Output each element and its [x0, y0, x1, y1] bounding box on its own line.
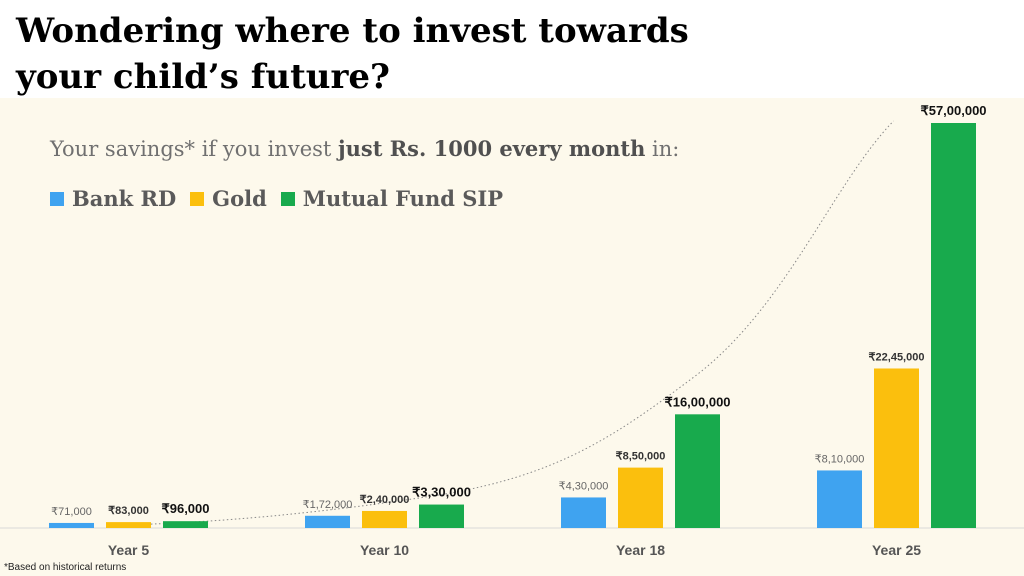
bar-bank-rd-3 [561, 497, 606, 528]
legend-label-bank-rd: Bank RD [72, 186, 177, 211]
data-label-bank-rd-3: ₹4,30,000 [559, 480, 609, 492]
legend-swatch-mutual-fund [280, 191, 295, 206]
data-label-gold-3: ₹8,50,000 [616, 451, 666, 463]
legend-swatch-bank-rd [50, 191, 64, 206]
data-label-gold-1: ₹83,000 [108, 505, 149, 517]
bar-gold-3 [618, 467, 663, 528]
bar-mutual-fund-3 [675, 414, 720, 528]
x-tick-label-4: Year 25 [872, 542, 921, 558]
legend-swatch-gold [190, 191, 205, 206]
legend-label-gold: Gold [212, 186, 267, 211]
chart-legend: Bank RD Gold Mutual Fund SIP [50, 186, 503, 211]
bar-gold-4 [874, 368, 919, 528]
bar-bank-rd-4 [817, 470, 862, 528]
trend-line [118, 120, 894, 526]
bar-bank-rd-1 [49, 522, 94, 528]
data-label-mutual-fund-4: ₹57,00,000 [920, 103, 986, 118]
subtitle-text-1: Your savings* if you invest [50, 137, 339, 161]
data-label-gold-2: ₹2,40,000 [360, 494, 410, 506]
page-title: Wondering where to invest towards your c… [16, 8, 716, 100]
data-label-bank-rd-4: ₹8,10,000 [815, 453, 865, 465]
bar-mutual-fund-1 [163, 521, 208, 528]
data-label-bank-rd-2: ₹1,72,000 [303, 499, 353, 511]
data-label-mutual-fund-2: ₹3,30,000 [412, 485, 471, 500]
chart-subtitle: Your savings* if you invest just Rs. 100… [50, 136, 679, 161]
bar-mutual-fund-2 [419, 504, 464, 528]
footnote: *Based on historical returns [4, 562, 127, 573]
x-tick-label-2: Year 10 [360, 542, 409, 558]
legend-label-mutual-fund: Mutual Fund SIP [302, 186, 503, 211]
bar-gold-1 [106, 522, 151, 528]
subtitle-text-2: in: [645, 137, 680, 161]
data-label-mutual-fund-1: ₹96,000 [161, 501, 209, 516]
title-line-2: your child’s future? [16, 57, 390, 97]
bar-mutual-fund-4 [931, 123, 976, 528]
bar-gold-2 [362, 510, 407, 528]
bar-bank-rd-2 [305, 515, 350, 528]
title-line-1: Wondering where to invest towards [16, 11, 689, 51]
legend-item-gold: Gold [190, 186, 267, 211]
subtitle-emphasis: just Rs. 1000 every month [338, 136, 646, 161]
data-label-bank-rd-1: ₹71,000 [51, 506, 92, 518]
legend-item-bank-rd: Bank RD [50, 186, 176, 211]
x-tick-label-1: Year 5 [108, 542, 149, 558]
x-tick-label-3: Year 18 [616, 542, 665, 558]
data-label-mutual-fund-3: ₹16,00,000 [664, 394, 730, 409]
legend-item-mutual-fund: Mutual Fund SIP [280, 186, 503, 211]
data-label-gold-4: ₹22,45,000 [869, 351, 925, 363]
